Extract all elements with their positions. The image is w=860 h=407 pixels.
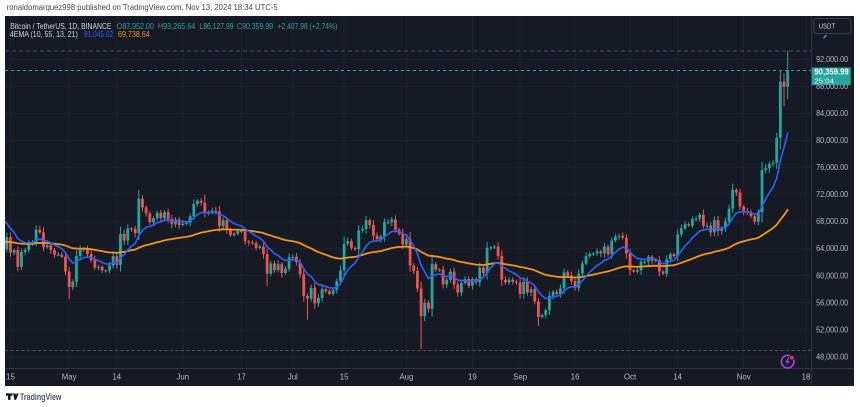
svg-text:76,000.00: 76,000.00	[816, 163, 849, 172]
svg-text:Oct: Oct	[624, 372, 637, 381]
svg-text:4EMA (10, 55, 13, 21): 4EMA (10, 55, 13, 21)	[10, 30, 78, 39]
svg-text:72,000.00: 72,000.00	[816, 190, 849, 199]
svg-text:48,000.00: 48,000.00	[816, 353, 849, 362]
svg-text:17: 17	[237, 372, 246, 381]
svg-text:25:04: 25:04	[814, 77, 834, 86]
svg-text:Jul: Jul	[288, 372, 298, 381]
svg-text:80,000.00: 80,000.00	[816, 136, 849, 145]
svg-text:18: 18	[802, 372, 811, 381]
svg-text:88,000.00: 88,000.00	[816, 82, 849, 91]
svg-text:L86,127.99: L86,127.99	[199, 22, 233, 31]
svg-text:Bitcoin / TetherUS, 1D, BINANC: Bitcoin / TetherUS, 1D, BINANCE	[10, 22, 111, 31]
svg-text:USDT: USDT	[819, 22, 836, 31]
svg-text:Aug: Aug	[399, 372, 413, 381]
svg-text:69,738.64: 69,738.64	[118, 30, 150, 39]
svg-text:64,000.00: 64,000.00	[816, 244, 849, 253]
svg-text:Sep: Sep	[513, 372, 528, 381]
svg-text:19: 19	[468, 372, 477, 381]
svg-text:16: 16	[571, 372, 580, 381]
svg-text:81,045.02: 81,045.02	[84, 30, 113, 39]
svg-text:O87,952.00: O87,952.00	[117, 22, 155, 31]
svg-text:52,000.00: 52,000.00	[816, 326, 849, 335]
svg-text:15: 15	[340, 372, 349, 381]
svg-text:14: 14	[112, 372, 121, 381]
svg-text:84,000.00: 84,000.00	[816, 109, 849, 118]
svg-text:Nov: Nov	[737, 372, 751, 381]
svg-text:ronaldomarquez998 published on: ronaldomarquez998 published on TradingVi…	[7, 2, 278, 12]
svg-text:C90,359.99: C90,359.99	[237, 22, 273, 31]
svg-text:TradingView: TradingView	[20, 392, 62, 402]
svg-text:+2,407.98 (+2.74%): +2,407.98 (+2.74%)	[277, 22, 337, 31]
svg-text:May: May	[62, 372, 77, 381]
svg-text:H93,265.64: H93,265.64	[158, 22, 196, 31]
svg-text:14: 14	[673, 372, 682, 381]
svg-text:15: 15	[6, 372, 15, 381]
svg-text:60,000.00: 60,000.00	[816, 271, 849, 280]
svg-text:Jun: Jun	[177, 372, 190, 381]
svg-text:68,000.00: 68,000.00	[816, 217, 849, 226]
svg-text:90,359.99: 90,359.99	[814, 68, 849, 77]
svg-text:92,000.00: 92,000.00	[816, 55, 849, 64]
svg-text:56,000.00: 56,000.00	[816, 298, 849, 307]
